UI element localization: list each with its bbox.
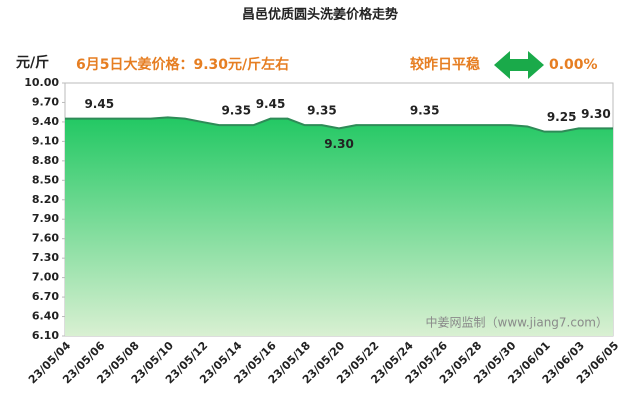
data-label: 9.30 [581, 107, 611, 121]
y-tick-label: 10.00 [24, 76, 59, 89]
chart-title: 昌邑优质圆头洗姜价格走势 [242, 7, 398, 23]
data-label: 9.45 [256, 97, 286, 111]
change-value: 0.00% [549, 57, 598, 73]
data-label: 9.45 [84, 97, 114, 111]
y-tick-label: 7.60 [32, 232, 59, 245]
y-tick-label: 6.70 [32, 290, 59, 303]
y-tick-label: 8.50 [32, 173, 59, 186]
y-tick-label: 6.10 [32, 329, 59, 342]
annotation: 6月5日大姜价格：9.30元/斤左右 [76, 56, 289, 73]
change-label: 较昨日平稳 [410, 56, 480, 73]
data-label: 9.35 [410, 104, 440, 118]
y-tick-label: 6.40 [32, 310, 59, 323]
y-tick-label: 7.00 [32, 271, 59, 284]
double-arrow [494, 51, 544, 79]
y-tick-label: 9.10 [32, 134, 59, 147]
y-tick-label: 7.90 [32, 212, 59, 225]
y-tick-label: 7.30 [32, 251, 59, 264]
data-label: 9.35 [307, 104, 337, 118]
data-label: 9.30 [324, 137, 354, 151]
area [65, 117, 613, 336]
y-tick-label: 9.40 [32, 115, 59, 128]
plot: 6.10 6.40 6.70 7.00 7.30 7.60 7.90 8.20 8.50 8.80… [24, 76, 621, 386]
data-label: 9.35 [221, 104, 251, 118]
y-axis-label: 元/斤 [16, 54, 49, 71]
watermark: 中姜网监制（www.jiang7.com） [426, 315, 608, 330]
y-tick-label: 8.20 [32, 193, 59, 206]
y-tick-label: 9.70 [32, 95, 59, 108]
y-tick-label: 8.80 [32, 154, 59, 167]
line [65, 116, 613, 133]
data-label: 9.25 [547, 110, 577, 124]
